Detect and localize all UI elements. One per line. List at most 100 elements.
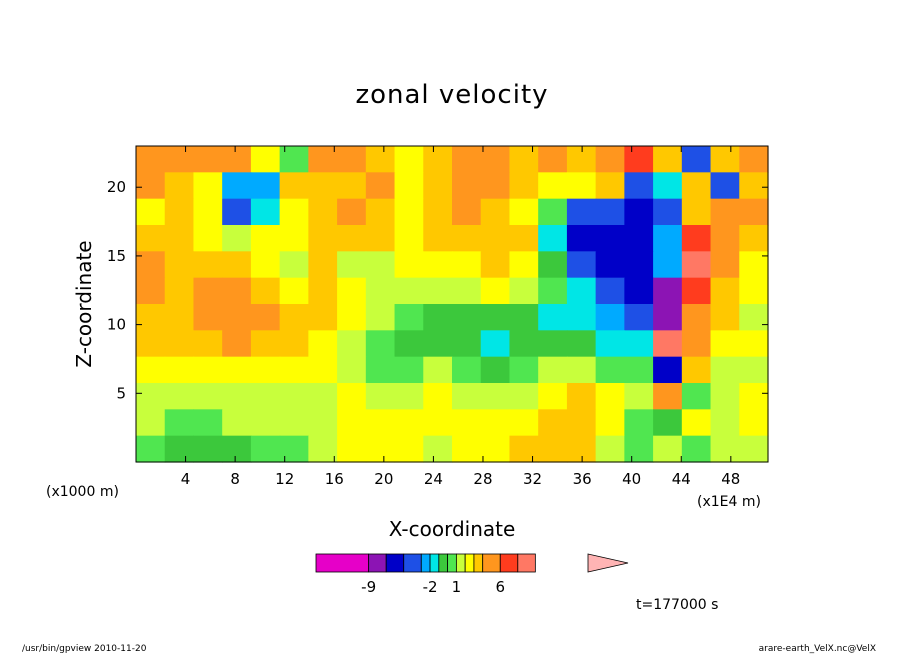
heatmap-cell (136, 225, 166, 252)
heatmap-cell (394, 383, 424, 410)
x-tick-label: 4 (181, 470, 191, 488)
colorbar-segment (368, 553, 387, 573)
x-tick-label: 16 (325, 470, 344, 488)
heatmap-cell (193, 435, 223, 463)
heatmap-cell (566, 198, 597, 226)
heatmap-cell (509, 435, 539, 463)
x-tick-label: 32 (523, 470, 542, 488)
heatmap-cell (480, 330, 511, 358)
heatmap-cell (423, 225, 453, 252)
heatmap-cell (423, 277, 453, 305)
y-units-label: (x1000 m) (46, 484, 119, 500)
colorbar-segment (438, 553, 449, 573)
heatmap-cell (394, 330, 424, 358)
heatmap-cell (681, 356, 712, 384)
heatmap-cell (624, 356, 654, 384)
heatmap-cell (365, 304, 396, 331)
heatmap-cell (509, 277, 539, 305)
heatmap-cell (739, 435, 769, 463)
heatmap-cell (480, 251, 511, 279)
heatmap-cell (164, 277, 195, 305)
heatmap-cell (681, 172, 712, 200)
x-tick-label: 28 (473, 470, 492, 488)
heatmap-cell (423, 146, 453, 173)
heatmap-cell (136, 146, 166, 173)
heatmap-cell (193, 225, 223, 252)
heatmap-cell (509, 356, 539, 384)
heatmap-cell (710, 409, 740, 437)
heatmap-cell (337, 225, 367, 252)
heatmap-cell (365, 356, 396, 384)
heatmap-cell (423, 304, 453, 331)
heatmap-cell (365, 225, 396, 252)
heatmap-cell (250, 198, 281, 226)
heatmap-cell (452, 198, 482, 226)
heatmap-cell (423, 409, 453, 437)
heatmap-cell (653, 409, 683, 437)
heatmap-cell (595, 435, 625, 463)
heatmap-cell (624, 251, 654, 279)
heatmap-cell (423, 383, 453, 410)
heatmap-cell (279, 356, 309, 384)
heatmap-cell (653, 383, 683, 410)
heatmap-cell (164, 225, 195, 252)
heatmap-cell (566, 251, 597, 279)
x-units-label: (x1E4 m) (697, 494, 761, 510)
y-axis-label: Z-coordinate (72, 240, 96, 367)
heatmap-cell (710, 172, 740, 200)
heatmap-cell (365, 172, 396, 200)
heatmap-cell (250, 330, 281, 358)
x-tick-label: 40 (622, 470, 641, 488)
heatmap-cell (538, 383, 568, 410)
heatmap-cell (538, 330, 568, 358)
heatmap-cell (480, 383, 511, 410)
heatmap-cell (653, 146, 683, 173)
heatmap-cell (279, 435, 309, 463)
heatmap-cell (193, 409, 223, 437)
heatmap-cell (279, 225, 309, 252)
heatmap-cell (308, 304, 338, 331)
heatmap-cell (222, 409, 252, 437)
heatmap-cell (308, 409, 338, 437)
heatmap-cell (653, 304, 683, 331)
heatmap-cell (624, 172, 654, 200)
heatmap-cell (509, 146, 539, 173)
heatmap-cell (222, 251, 252, 279)
heatmap-cell (538, 146, 568, 173)
heatmap-cell (308, 330, 338, 358)
heatmap-cell (164, 435, 195, 463)
y-tick-label: 10 (107, 316, 126, 334)
heatmap-cell (509, 198, 539, 226)
heatmap-cell (423, 330, 453, 358)
heatmap-cell (710, 356, 740, 384)
heatmap-cell (193, 383, 223, 410)
heatmap-cell (653, 251, 683, 279)
heatmap-cell (365, 435, 396, 463)
heatmap-cell (653, 172, 683, 200)
heatmap-cell (509, 304, 539, 331)
heatmap-cell (222, 356, 252, 384)
heatmap-cell (250, 225, 281, 252)
heatmap-cell (164, 198, 195, 226)
heatmap-cell (624, 435, 654, 463)
heatmap-cell (193, 146, 223, 173)
heatmap-cell (595, 225, 625, 252)
heatmap-cell (365, 409, 396, 437)
heatmap-cell (308, 383, 338, 410)
heatmap-cell (739, 251, 769, 279)
heatmap-cell (595, 146, 625, 173)
colorbar-segment (499, 553, 519, 573)
heatmap-cell (710, 277, 740, 305)
heatmap-cell (136, 383, 166, 410)
heatmap-cell (452, 172, 482, 200)
heatmap-cell (710, 198, 740, 226)
heatmap-cell (394, 409, 424, 437)
x-tick-label: 24 (424, 470, 443, 488)
heatmap-cell (538, 172, 568, 200)
heatmap-cell (222, 277, 252, 305)
colorbar-segment (315, 553, 370, 573)
heatmap-cell (452, 225, 482, 252)
heatmap-cell (681, 409, 712, 437)
heatmap-cell (624, 304, 654, 331)
